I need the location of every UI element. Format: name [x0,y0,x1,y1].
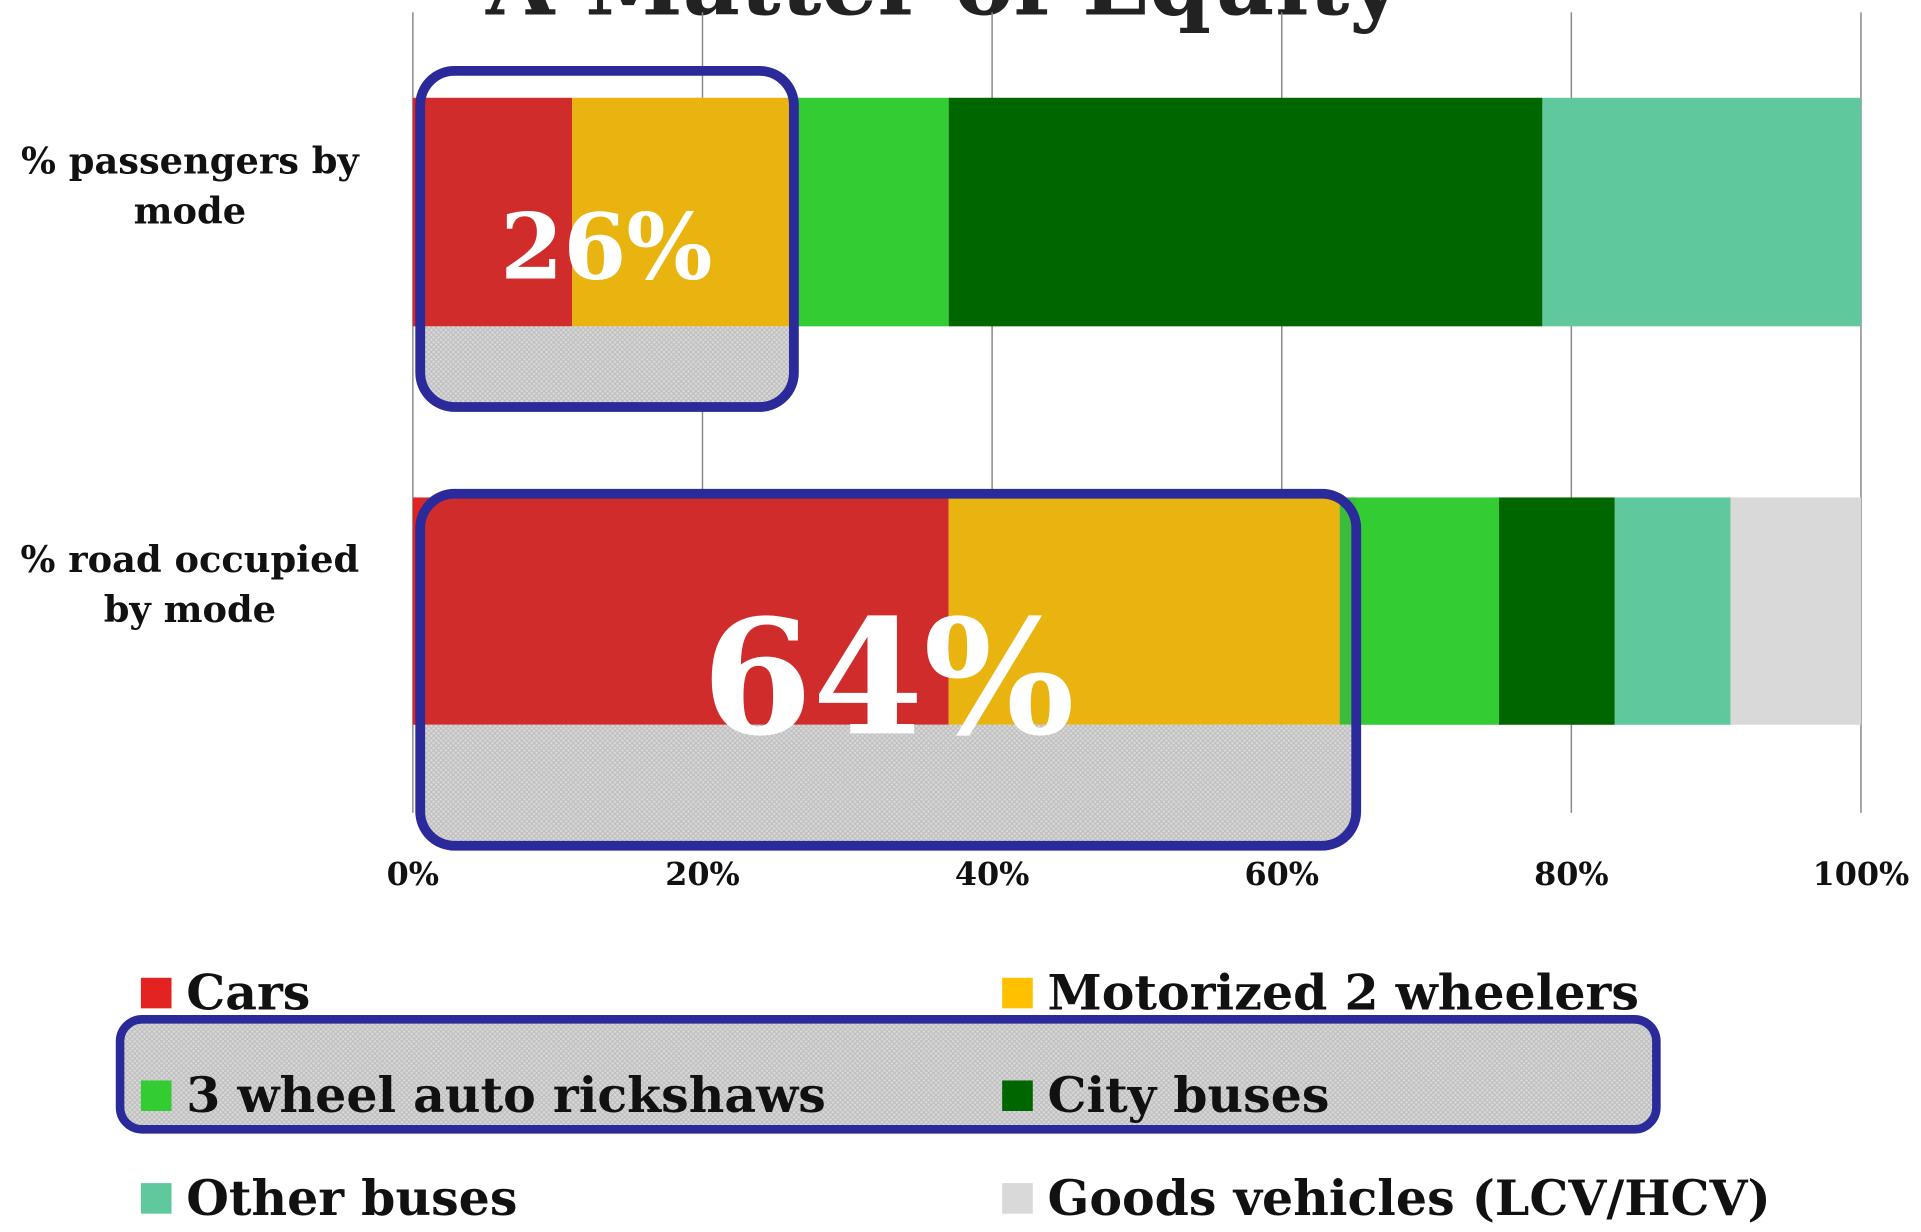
y-tick-label: % road occupied by mode [20,539,360,632]
bar-segment [1339,497,1499,725]
x-tick-label: 80% [1534,855,1609,893]
highlight-shade [420,97,794,327]
highlight-box [415,66,799,412]
legend-swatch [1002,1183,1033,1214]
y-tick-label: % passengers by mode [21,139,359,233]
bar-segment [789,97,949,327]
legend-swatch [140,1080,172,1111]
bar-segment [572,97,790,327]
category-label-box: % passengers by mode [21,139,359,233]
annotation: 26% [500,195,712,301]
legend-swatch [1002,977,1033,1009]
x-tick-label: 20% [665,855,740,893]
x-tick-label: 60% [1244,855,1319,893]
highlight-shade [420,497,1357,725]
legend-label: Cars [186,964,310,1022]
legend-label: 3 wheel auto rickshaws [186,1066,826,1124]
highlight-hatch [420,326,794,407]
bar-segment [1498,497,1615,725]
bar-segment [948,497,1340,725]
highlight-box [415,488,1362,851]
bar-segment [1542,97,1861,327]
bar-segment [1730,497,1861,725]
x-tick-label: 40% [955,855,1030,893]
legend-swatch [140,1183,172,1214]
bar-segment [948,97,1543,327]
category-label-box: % road occupied by mode [20,539,360,632]
highlight-hatch [420,724,1357,846]
x-tick-label: 0% [387,855,439,893]
legend-label: Motorized 2 wheelers [1047,964,1638,1022]
annotation: 64% [702,585,1075,772]
legend-label: Goods vehicles (LCV/HCV) [1047,1169,1770,1227]
legend-highlight [115,1015,1661,1134]
bar-segment [412,97,573,327]
bar-segment [1614,497,1731,725]
legend-swatch [1002,1080,1033,1111]
x-tick-label: 100% [1813,855,1910,893]
legend-swatch [140,977,172,1009]
legend-label: Other buses [186,1169,517,1227]
chart-title: A Matter of Equity [485,0,1403,36]
bar-segment [412,497,949,725]
legend-label: City buses [1047,1066,1329,1124]
